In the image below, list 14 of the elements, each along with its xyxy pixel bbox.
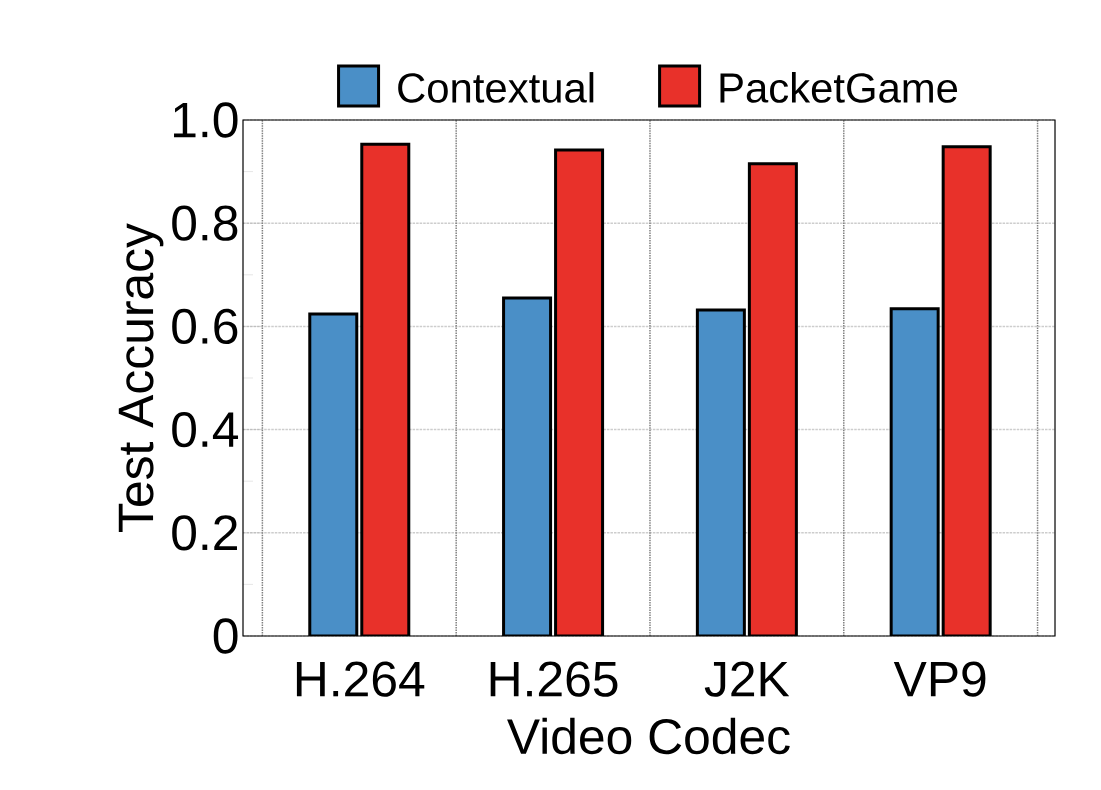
x-tick-label: VP9 — [893, 661, 986, 697]
x-axis-title: Video Codec — [507, 717, 790, 755]
y-tick-label: 0.2 — [172, 515, 237, 551]
y-axis-title: Test Accuracy — [118, 223, 164, 532]
x-tick-label: J2K — [704, 661, 790, 697]
legend-label: PacketGame — [720, 72, 958, 103]
x-tick-label: H.264 — [296, 661, 425, 697]
legend-label: Contextual — [398, 72, 594, 103]
y-tick-label: 1.0 — [174, 102, 238, 138]
y-tick-label: 0.6 — [172, 308, 238, 345]
y-tick-label: 0.8 — [172, 205, 238, 241]
y-tick-label: 0.4 — [172, 411, 239, 448]
x-tick-label: H.265 — [490, 661, 618, 697]
y-tick-label: 0 — [213, 618, 238, 654]
